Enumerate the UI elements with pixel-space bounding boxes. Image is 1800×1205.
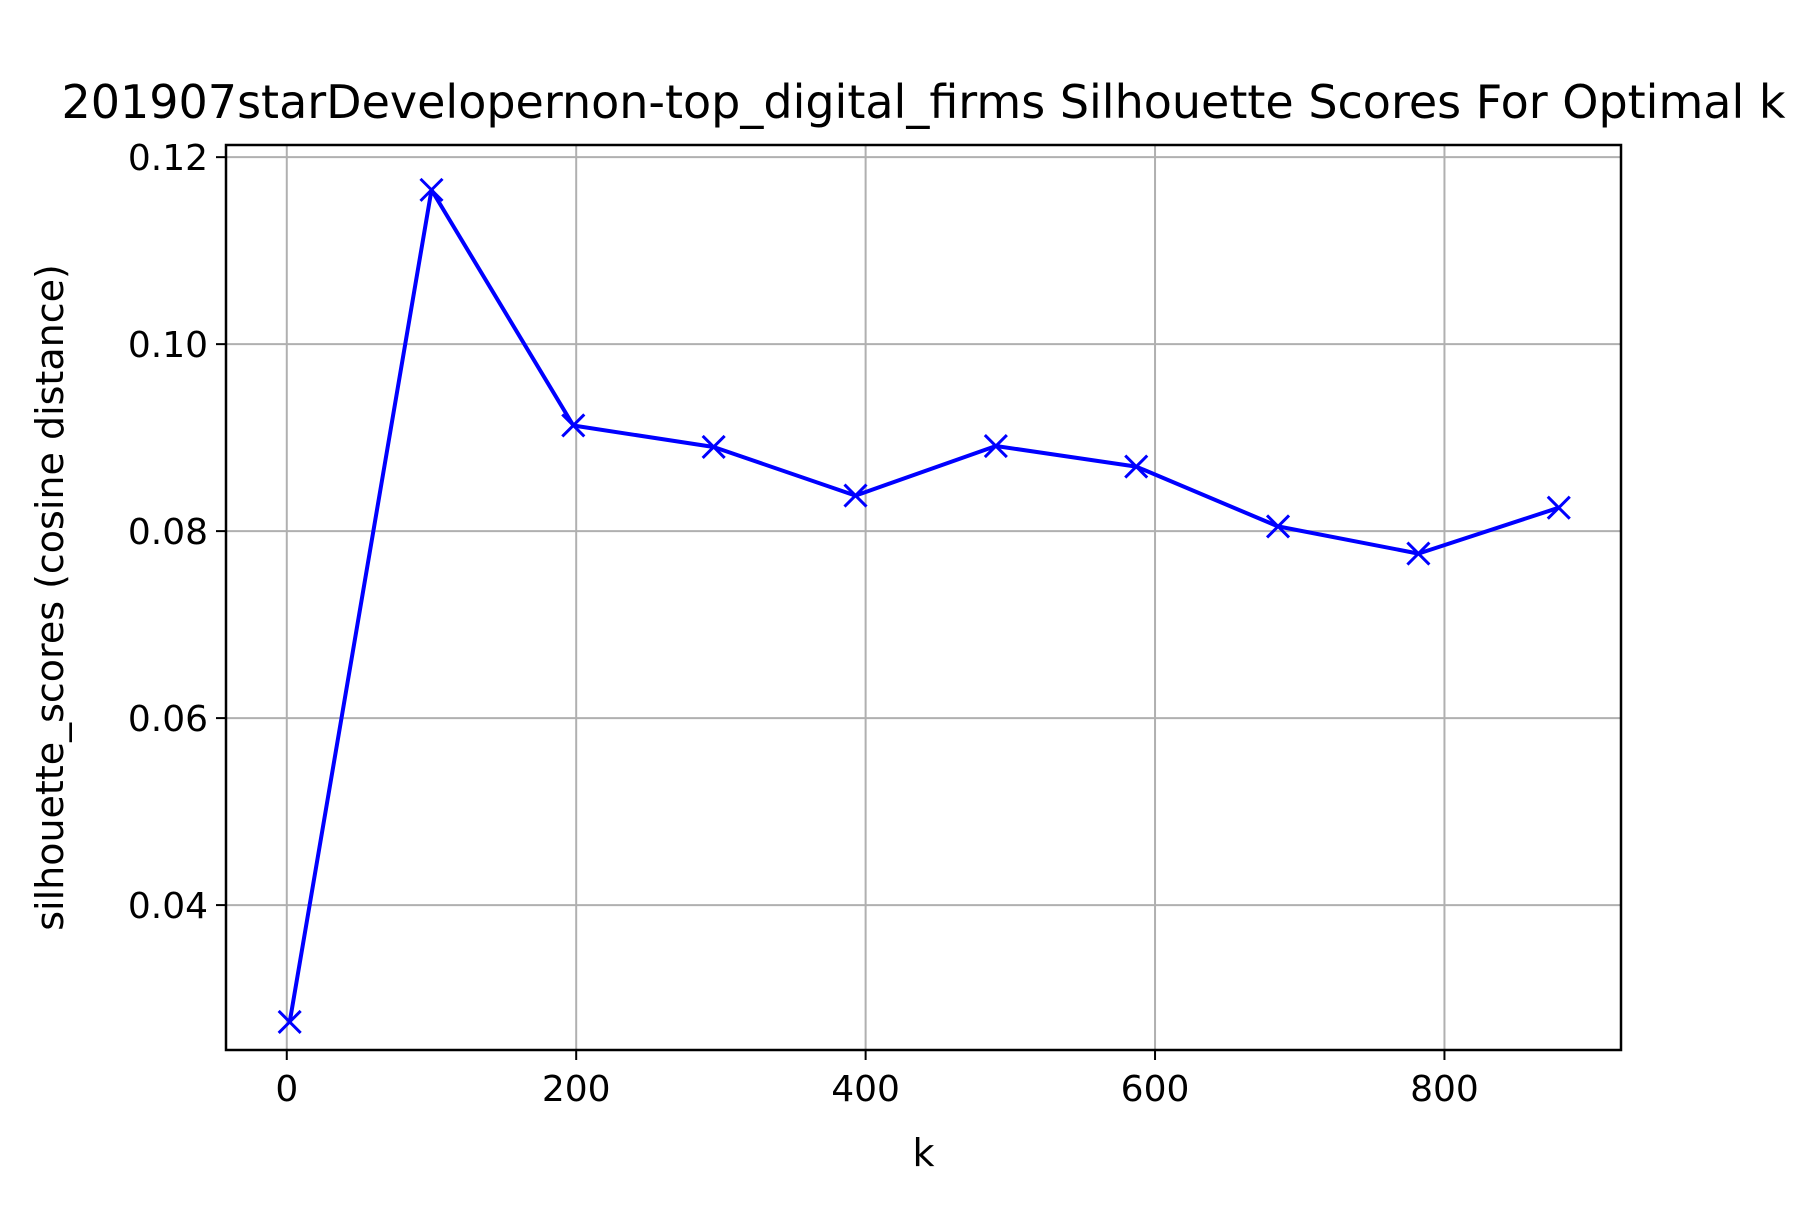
data-point-marker: [843, 483, 868, 508]
data-point-marker: [1124, 454, 1149, 479]
data-point-marker: [1546, 495, 1571, 520]
x-axis-label: k: [912, 1131, 934, 1175]
data-point-marker: [561, 413, 586, 438]
y-tick-label: 0.12: [128, 138, 208, 179]
y-axis-label: silhouette_scores (cosine distance): [28, 264, 72, 931]
data-point-marker: [983, 433, 1008, 459]
grid-layer: [226, 145, 1621, 1050]
data-point-marker: [277, 1009, 302, 1035]
x-tick-label: 400: [831, 1069, 900, 1110]
plot-frame: [224, 143, 1623, 1052]
x-tick-label: 200: [542, 1069, 611, 1110]
y-tick-label: 0.10: [128, 325, 208, 366]
y-tick-label: 0.06: [128, 699, 208, 740]
data-point-marker: [419, 177, 444, 202]
tick-layer: 0 200 400 600 800 0.04 0.06 0.08 0.10 0.12: [128, 138, 1479, 1110]
x-tick-label: 0: [275, 1069, 298, 1110]
x-tick-label: 600: [1121, 1069, 1190, 1110]
data-point-marker: [1406, 541, 1431, 566]
y-tick-label: 0.08: [128, 512, 208, 553]
x-tick-label: 800: [1410, 1069, 1479, 1110]
chart-title: 201907starDevelopernon-top_digital_firms…: [61, 75, 1785, 129]
series-line: [287, 187, 1560, 1023]
data-point-marker: [701, 434, 726, 460]
series-layer: [277, 177, 1571, 1035]
data-point-marker: [1265, 514, 1291, 539]
y-tick-label: 0.04: [128, 886, 208, 927]
